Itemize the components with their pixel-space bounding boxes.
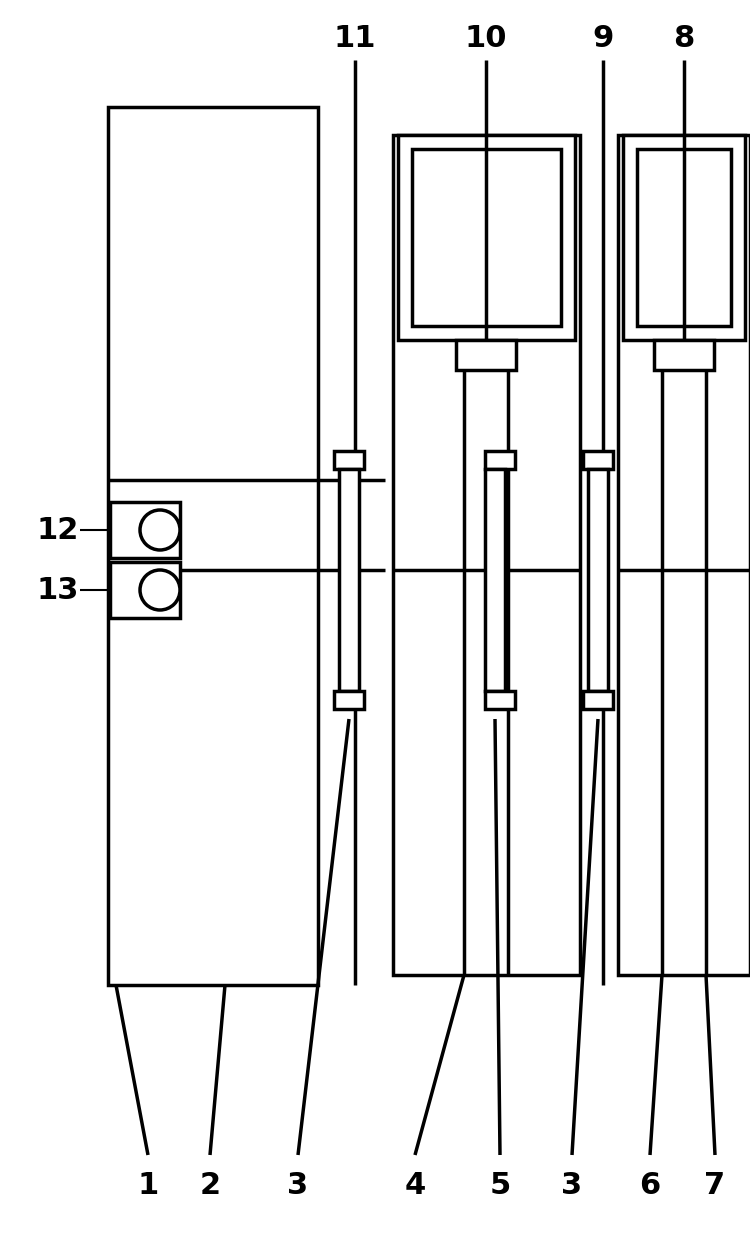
Bar bbox=[339, 469, 359, 691]
Bar bbox=[637, 149, 731, 326]
Bar bbox=[583, 691, 613, 709]
Text: 6: 6 bbox=[639, 1170, 661, 1200]
Text: 11: 11 bbox=[334, 24, 376, 52]
Text: 7: 7 bbox=[704, 1170, 725, 1200]
Circle shape bbox=[140, 569, 180, 610]
Text: 5: 5 bbox=[489, 1170, 511, 1200]
Text: 3: 3 bbox=[562, 1170, 583, 1200]
Bar bbox=[618, 135, 750, 976]
Bar bbox=[485, 469, 505, 691]
Bar bbox=[398, 135, 575, 340]
Text: 9: 9 bbox=[592, 24, 613, 52]
Bar bbox=[108, 106, 318, 985]
Bar bbox=[485, 451, 515, 469]
Bar bbox=[334, 451, 364, 469]
Text: 1: 1 bbox=[137, 1170, 159, 1200]
Bar bbox=[583, 451, 613, 469]
Bar bbox=[623, 135, 745, 340]
Bar bbox=[456, 340, 516, 370]
Bar bbox=[588, 469, 608, 691]
Bar bbox=[654, 340, 714, 370]
Bar bbox=[393, 135, 580, 976]
Text: 3: 3 bbox=[287, 1170, 308, 1200]
Bar bbox=[412, 149, 561, 326]
Bar bbox=[110, 562, 180, 618]
Text: 8: 8 bbox=[674, 24, 694, 52]
Bar bbox=[485, 691, 515, 709]
Text: 2: 2 bbox=[200, 1170, 220, 1200]
Bar bbox=[334, 691, 364, 709]
Text: 12: 12 bbox=[37, 515, 80, 545]
Text: 4: 4 bbox=[404, 1170, 426, 1200]
Text: 13: 13 bbox=[37, 576, 80, 604]
Bar bbox=[110, 501, 180, 558]
Circle shape bbox=[140, 510, 180, 550]
Text: 10: 10 bbox=[465, 24, 507, 52]
